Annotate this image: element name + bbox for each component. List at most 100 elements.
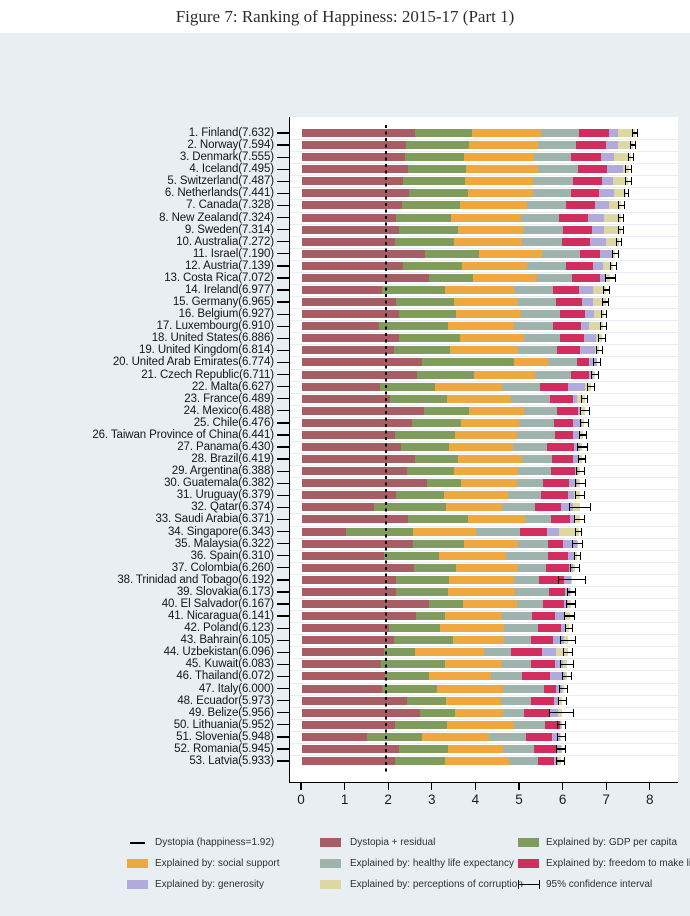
y-tick [277, 736, 289, 738]
country-label-kuwait: 45. Kuwait(6.083) [185, 658, 275, 671]
country-label-panama: 27. Panama(6.430) [177, 441, 274, 453]
segment-corruption [556, 648, 568, 657]
country-label-belgium: 16. Belgium(6.927) [178, 308, 274, 321]
bar-row-malaysia [302, 539, 578, 548]
country-label-singapore: 34. Singapore(6.343) [167, 525, 274, 538]
confidence-interval [572, 539, 583, 548]
segment-dystopia_residual [302, 455, 416, 464]
country-label-netherlands: 6. Netherlands(7.441) [164, 187, 274, 200]
segment-corruption [612, 177, 629, 186]
segment-freedom [544, 684, 557, 693]
segment-gdp [373, 503, 446, 512]
row-gridline [290, 151, 678, 153]
y-tick [277, 289, 289, 291]
y-tick [277, 349, 289, 352]
segment-dystopia_residual [302, 129, 415, 137]
segment-social [474, 370, 536, 379]
y-tick [277, 446, 289, 448]
segment-generosity [577, 406, 581, 415]
confidence-interval [562, 648, 573, 657]
segment-social [460, 201, 528, 210]
segment-social [457, 225, 524, 234]
y-tick [277, 422, 289, 424]
row-gridline [290, 187, 678, 189]
y-tick [277, 229, 289, 231]
segment-health [503, 624, 538, 633]
segment-gdp [399, 334, 461, 343]
x-tick [344, 783, 346, 790]
segment-generosity [589, 358, 598, 367]
segment-social [479, 249, 542, 258]
segment-health [527, 261, 566, 270]
confidence-interval [561, 672, 572, 681]
confidence-interval [560, 660, 575, 669]
segment-social [447, 322, 515, 331]
row-gridline [290, 392, 678, 394]
segment-freedom [576, 358, 590, 367]
segment-health [506, 551, 549, 560]
segment-generosity [591, 225, 605, 234]
segment-generosity [592, 261, 604, 270]
bar-row-finland [302, 129, 635, 137]
bar-row-el-salvador [302, 600, 571, 608]
segment-freedom [571, 370, 589, 379]
segment-dystopia_residual [302, 261, 404, 270]
segment-corruption [605, 237, 620, 246]
bar-row-panama [302, 443, 583, 451]
bar-row-mexico [302, 406, 585, 415]
country-label-united-states: 18. United States(6.886) [151, 332, 274, 345]
segment-dystopia_residual [302, 394, 391, 403]
row-gridline [290, 344, 678, 346]
legend-label: Dystopia + residual [350, 837, 436, 848]
dystopia-reference-line [384, 125, 387, 774]
segment-dystopia_residual [302, 732, 368, 741]
bar-row-czech-republic [302, 370, 595, 379]
y-tick [277, 506, 289, 509]
bar-row-costa-rica [302, 273, 611, 282]
segment-freedom [571, 153, 602, 162]
y-tick [277, 724, 289, 726]
bar-row-uzbekistan [302, 648, 568, 657]
y-tick [277, 543, 289, 545]
bar-row-saudi-arabia [302, 515, 580, 524]
confidence-interval [605, 273, 616, 282]
confidence-interval [574, 527, 583, 536]
legend-label: Explained by: perceptions of corruption [350, 879, 523, 890]
legend-item-95-confidence-interval: 95% confidence interval [518, 879, 690, 891]
segment-dystopia_residual [302, 539, 413, 548]
row-gridline [290, 235, 678, 237]
segment-health [518, 298, 556, 307]
segment-gdp [414, 129, 472, 137]
confidence-interval [557, 720, 566, 729]
legend-item-explained-by-healthy-life-expectancy: Explained by: healthy life expectancy [320, 858, 690, 870]
social-swatch [127, 859, 148, 868]
segment-dystopia_residual [302, 237, 396, 246]
segment-health [501, 382, 541, 391]
bar-row-france [302, 394, 585, 403]
segment-generosity [567, 551, 574, 560]
segment-dystopia_residual [302, 467, 408, 476]
country-label-new-zealand: 8. New Zealand(7.324) [159, 211, 274, 224]
segment-dystopia_residual [302, 225, 399, 234]
bar-row-united-arab-emirates [302, 358, 598, 367]
segment-gdp [395, 587, 449, 596]
segment-health [535, 370, 572, 379]
country-label-mexico: 24. Mexico(6.488) [183, 404, 274, 417]
segment-freedom [543, 600, 565, 608]
confidence-interval [556, 757, 566, 765]
confidence-interval [577, 443, 588, 451]
dystopia_residual-swatch [320, 838, 341, 847]
confidence-interval [618, 213, 625, 222]
segment-freedom [544, 720, 561, 729]
segment-dystopia_residual [302, 430, 396, 439]
segment-generosity [605, 141, 619, 150]
x-tick [562, 783, 564, 790]
bar-row-thailand [302, 672, 567, 681]
y-tick [277, 192, 289, 195]
segment-dystopia_residual [302, 177, 404, 186]
segment-corruption [608, 201, 622, 210]
row-gridline [290, 730, 678, 732]
bar-row-colombia [302, 563, 575, 572]
segment-health [522, 237, 562, 246]
